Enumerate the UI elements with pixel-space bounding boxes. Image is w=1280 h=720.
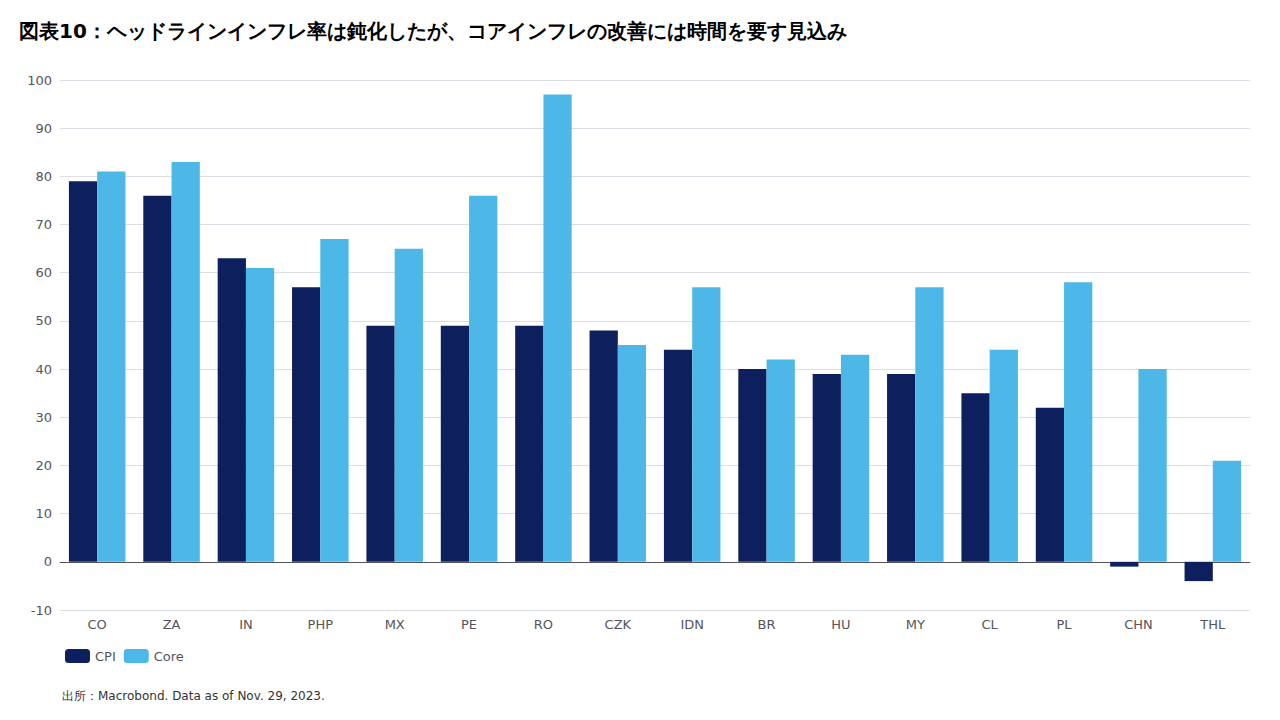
svg-text:THL: THL bbox=[1199, 617, 1226, 632]
svg-text:20: 20 bbox=[35, 458, 52, 473]
svg-text:ZA: ZA bbox=[163, 617, 181, 632]
svg-text:IN: IN bbox=[239, 617, 253, 632]
svg-text:10: 10 bbox=[35, 506, 52, 521]
svg-text:Core: Core bbox=[154, 649, 184, 664]
svg-text:RO: RO bbox=[534, 617, 553, 632]
svg-text:CL: CL bbox=[982, 617, 999, 632]
svg-text:出所：Macrobond. Data as of Nov.: 出所：Macrobond. Data as of Nov. 29, 2023. bbox=[62, 689, 325, 703]
svg-text:CO: CO bbox=[88, 617, 107, 632]
svg-text:MX: MX bbox=[385, 617, 405, 632]
svg-text:70: 70 bbox=[35, 217, 52, 232]
svg-text:CPI: CPI bbox=[95, 649, 116, 664]
svg-text:CHN: CHN bbox=[1124, 617, 1153, 632]
svg-text:60: 60 bbox=[35, 265, 52, 280]
svg-text:90: 90 bbox=[35, 121, 52, 136]
svg-text:MY: MY bbox=[906, 617, 925, 632]
svg-text:PL: PL bbox=[1057, 617, 1073, 632]
svg-text:図表10：ヘッドラインインフレ率は鈍化したが、コアインフレの: 図表10：ヘッドラインインフレ率は鈍化したが、コアインフレの改善には時間を要す見… bbox=[19, 19, 847, 43]
svg-text:100: 100 bbox=[27, 73, 52, 88]
svg-text:50: 50 bbox=[35, 313, 52, 328]
svg-text:-10: -10 bbox=[31, 603, 52, 618]
svg-text:40: 40 bbox=[35, 362, 52, 377]
svg-text:CZK: CZK bbox=[605, 617, 632, 632]
svg-text:BR: BR bbox=[758, 617, 776, 632]
svg-text:HU: HU bbox=[831, 617, 850, 632]
svg-text:PHP: PHP bbox=[308, 617, 334, 632]
svg-text:PE: PE bbox=[461, 617, 477, 632]
svg-text:IDN: IDN bbox=[680, 617, 704, 632]
svg-text:0: 0 bbox=[44, 554, 52, 569]
svg-text:30: 30 bbox=[35, 410, 52, 425]
svg-text:80: 80 bbox=[35, 169, 52, 184]
